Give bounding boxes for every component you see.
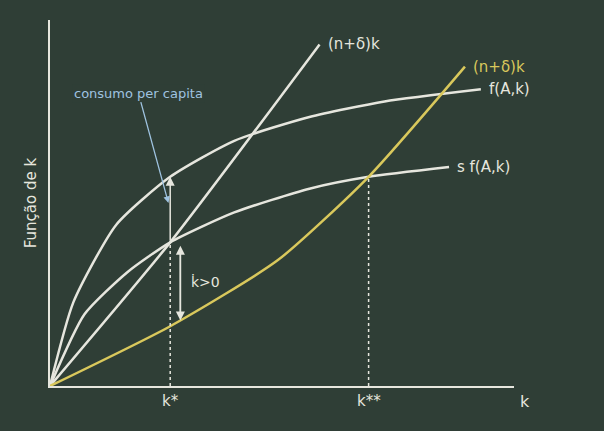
svg-text:Função de k: Função de k: [22, 157, 40, 248]
svg-text:k: k: [520, 392, 530, 411]
svg-text:f(A,k): f(A,k): [489, 80, 530, 98]
svg-text:k**: k**: [357, 392, 381, 410]
svg-text:(n+δ)k: (n+δ)k: [328, 35, 380, 53]
svg-text:s f(A,k): s f(A,k): [457, 158, 510, 176]
svg-text:k*: k*: [162, 392, 179, 410]
svg-text:k̇>0: k̇>0: [191, 274, 220, 290]
svg-text:consumo per capita: consumo per capita: [74, 86, 203, 101]
svg-text:(n+δ)k: (n+δ)k: [473, 58, 525, 76]
